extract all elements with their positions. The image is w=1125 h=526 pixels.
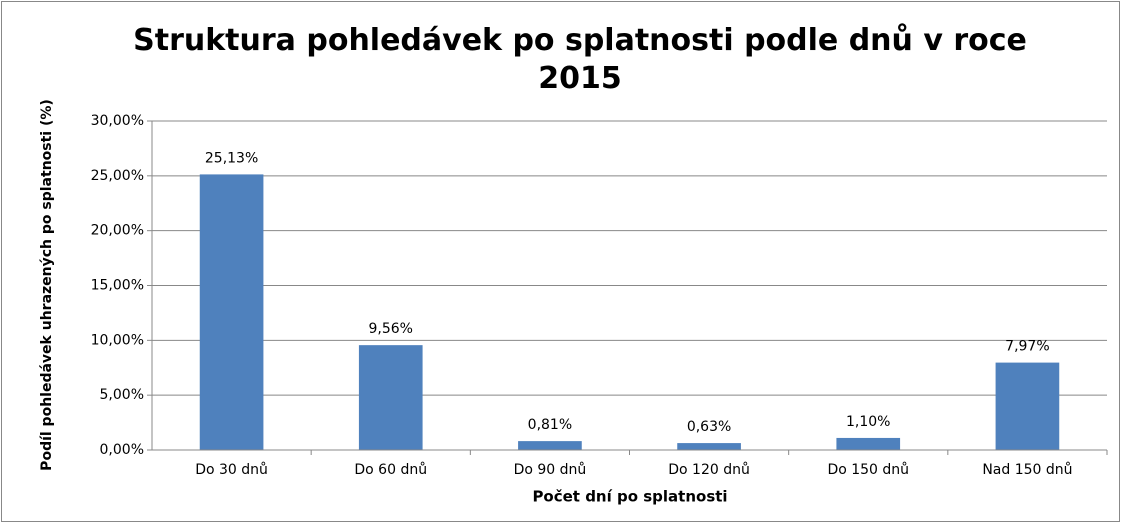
x-tick-label: Do 120 dnů (668, 462, 750, 478)
x-tick-label: Do 60 dnů (354, 462, 427, 478)
y-tick-label: 15,00% (91, 278, 144, 294)
data-label: 1,10% (846, 414, 890, 430)
chart-title: Struktura pohledávek po splatnosti podle… (133, 23, 1027, 96)
x-tick-label: Nad 150 dnů (982, 462, 1072, 478)
data-label: 0,81% (528, 417, 572, 433)
bar (358, 345, 423, 450)
y-axis-title: Podíl pohledávek uhrazených po splatnost… (39, 99, 55, 471)
x-tick-label: Do 30 dnů (195, 462, 268, 478)
data-label: 0,63% (687, 419, 731, 435)
data-label: 9,56% (369, 321, 413, 337)
x-axis-title: Počet dní po splatnosti (532, 488, 727, 506)
bar (199, 174, 264, 451)
bar (518, 441, 582, 450)
bar (677, 443, 741, 450)
data-label: 25,13% (205, 150, 258, 166)
y-tick-label: 0,00% (100, 442, 144, 458)
y-tick-label: 20,00% (91, 223, 144, 239)
y-tick-label: 5,00% (100, 387, 144, 403)
y-tick-label: 10,00% (91, 332, 144, 348)
data-label: 7,97% (1005, 339, 1049, 355)
x-tick-label: Do 90 dnů (514, 462, 587, 478)
x-tick-label: Do 150 dnů (827, 462, 909, 478)
bar (836, 437, 901, 450)
y-tick-label: 30,00% (91, 113, 144, 129)
y-tick-label: 25,00% (91, 168, 144, 184)
bar (995, 362, 1060, 450)
